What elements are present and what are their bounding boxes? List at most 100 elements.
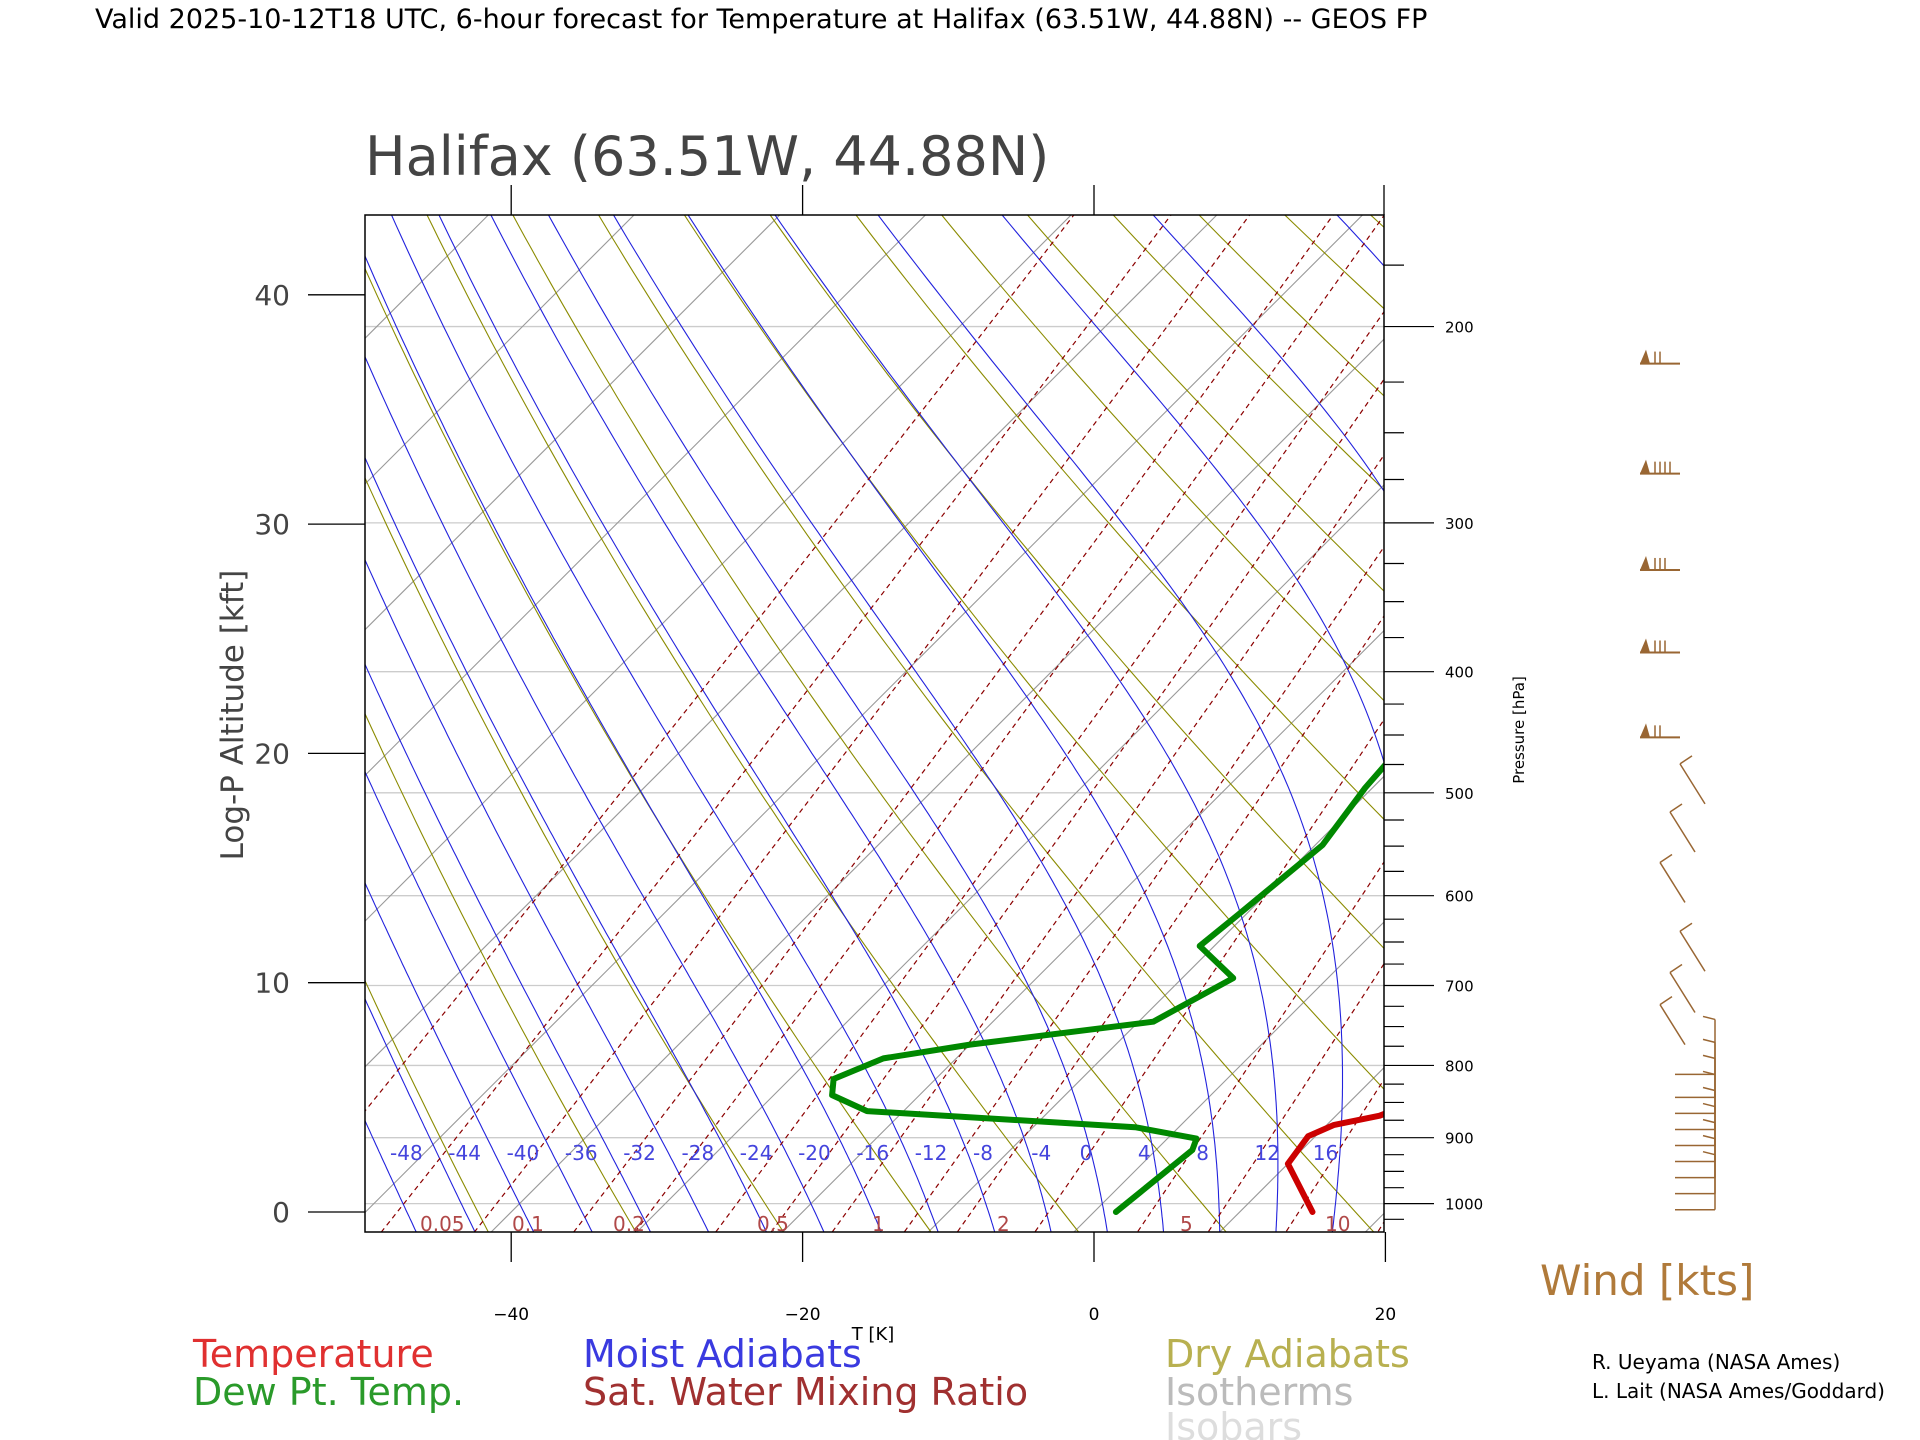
pressure-tick-label: 800 (1445, 1057, 1474, 1075)
mixing-ratio-line (1207, 962, 1384, 1232)
isotherm-line (927, 775, 1384, 1232)
moist-adiabat-line (365, 881, 535, 1232)
moist-adiabat-line (1152, 215, 1384, 493)
moist-adiabat-line (612, 215, 1165, 1232)
mixing-ratio-line (1749, 192, 1920, 1247)
dry-adiabat-line (1369, 215, 1384, 229)
wind-barb (1675, 1015, 1716, 1076)
isotherm-line (1631, 157, 1920, 1258)
wind-label: Wind [kts] (1540, 1256, 1754, 1305)
legend-dry-adiabats: Dry Adiabats (1165, 1332, 1410, 1376)
pressure-tick-label: 700 (1445, 977, 1474, 995)
isotherm-line (365, 215, 1072, 922)
moist-adiabat-line (438, 215, 996, 1232)
moist-adiabat-line (365, 456, 768, 1232)
moist-adiabat-tick-label: -44 (448, 1141, 481, 1165)
moist-adiabat-tick-label: 8 (1196, 1141, 1209, 1165)
dry-adiabat-line (1198, 215, 1384, 397)
dry-adiabat-line (769, 215, 1384, 950)
temperature-line (1284, 1110, 1384, 1215)
legend-isotherms: Isotherms (1165, 1370, 1353, 1414)
dry-adiabat-line (0, 180, 347, 1246)
isotherm-line (0, 157, 400, 1258)
mixing-ratio-line (831, 454, 1384, 1232)
isotherm-line (365, 215, 781, 631)
dry-adiabat-line (597, 215, 1375, 1232)
moist-adiabat-line (365, 558, 710, 1232)
moist-adiabat-line (365, 1119, 417, 1232)
pressure-tick-label: 300 (1445, 515, 1474, 533)
isotherm-line (0, 157, 109, 1258)
dry-adiabat-line (855, 215, 1384, 821)
profile-series (829, 761, 1384, 1215)
wind-barb (1675, 1150, 1716, 1211)
credit-line-1: R. Ueyama (NASA Ames) (1592, 1350, 1840, 1374)
dry-adiabat-line (1584, 180, 1920, 1246)
moist-adiabat-tick-label: -28 (682, 1141, 715, 1165)
mixing-ratio-line (1534, 192, 1920, 1247)
legend-dewpoint: Dew Pt. Temp. (193, 1370, 464, 1414)
x-tick-label: 0 (1089, 1305, 1100, 1325)
moist-adiabat-line (365, 770, 593, 1232)
moist-adiabat-tick-label: -8 (973, 1141, 993, 1165)
wind-barb (1669, 963, 1696, 1013)
pressure-axis-label: Pressure [hPa] (1510, 676, 1528, 784)
wind-barb (1640, 555, 1680, 571)
wind-barb (1675, 1134, 1716, 1195)
mixing-ratio-line (1436, 192, 1920, 1247)
mixing-ratio-line (1034, 718, 1384, 1232)
wind-barb (1640, 638, 1680, 654)
pressure-tick-label: 1000 (1445, 1196, 1483, 1214)
mixing-ratio-line (1841, 192, 1920, 1247)
y-tick-label: 20 (254, 737, 290, 770)
dry-adiabat-line (1026, 215, 1384, 592)
pressure-tick-label: 600 (1445, 888, 1474, 906)
dry-adiabat-line (365, 476, 785, 1232)
wind-barb (1640, 723, 1680, 739)
moist-adiabat-tick-label: -32 (623, 1141, 656, 1165)
dry-adiabat-line (1668, 180, 1920, 1246)
pressure-tick-label: 200 (1445, 319, 1474, 337)
moist-adiabat-line (390, 215, 939, 1232)
pressure-tick-label: 500 (1445, 785, 1474, 803)
moist-adiabat-tick-label: -36 (565, 1141, 598, 1165)
wind-barb (1679, 922, 1706, 972)
mixing-ratio-lines (365, 192, 1920, 1247)
station-title: Halifax (63.51W, 44.88N) (365, 125, 1049, 188)
mixing-ratio-line (956, 615, 1384, 1232)
dry-adiabat-line (1284, 215, 1384, 310)
y-tick-label: 40 (254, 279, 290, 312)
moist-adiabat-tick-label: 16 (1313, 1141, 1338, 1165)
x-tick-label: −20 (785, 1305, 821, 1325)
dry-adiabat-line (1500, 180, 1920, 1246)
wind-barb (1640, 349, 1680, 365)
dry-adiabat-line (365, 979, 489, 1232)
header-title: Valid 2025-10-12T18 UTC, 6-hour forecast… (95, 4, 1427, 35)
mixing-ratio-line (380, 215, 1172, 1232)
dry-adiabat-line (426, 215, 1080, 1232)
moist-adiabat-tick-label: -20 (798, 1141, 831, 1165)
moist-adiabat-line (365, 355, 825, 1232)
isotherm-line (636, 484, 1384, 1232)
x-tick-label: 20 (1375, 1305, 1397, 1325)
dry-adiabat-line (683, 215, 1384, 1090)
dry-adiabat-line (940, 215, 1384, 702)
legend-mixing-ratio: Sat. Water Mixing Ratio (583, 1370, 1028, 1414)
dry-adiabats (0, 180, 1920, 1246)
mixing-ratio-line (1136, 860, 1384, 1232)
plot-frame (364, 214, 1385, 1233)
moist-adiabat-line (547, 215, 1108, 1232)
mixing-ratio-line (1377, 1220, 1384, 1232)
moist-adiabat-line (1336, 215, 1384, 267)
x-tick-label: −40 (493, 1305, 529, 1325)
wind-barb (1640, 459, 1680, 475)
moist-adiabat-line (1001, 215, 1384, 764)
isobars (365, 325, 1384, 1205)
mixing-ratio-line (715, 310, 1384, 1232)
moist-adiabat-line (774, 215, 1279, 1232)
legend-moist-adiabats: Moist Adiabats (583, 1332, 862, 1376)
isotherm-line (365, 215, 927, 777)
pressure-tick-label: 900 (1445, 1130, 1474, 1148)
